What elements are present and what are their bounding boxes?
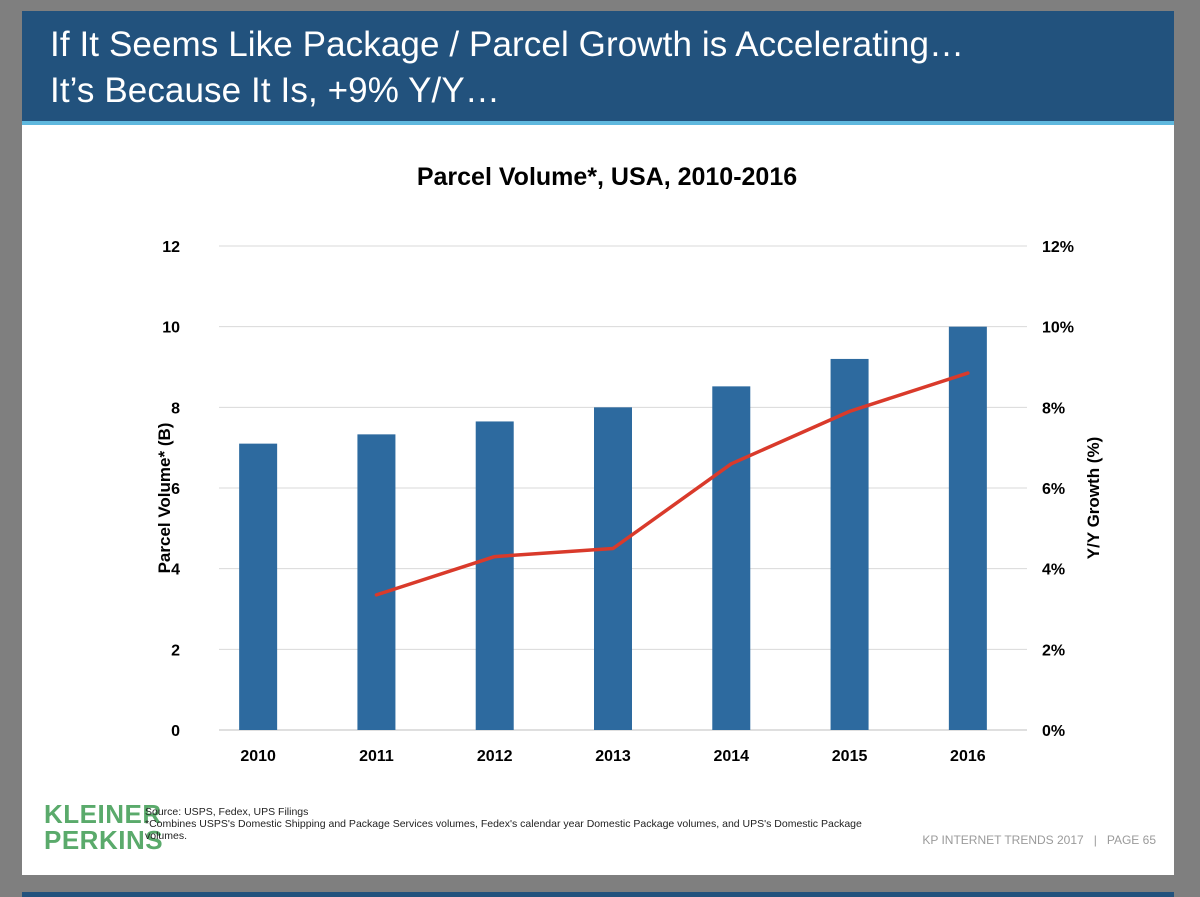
parcel-volume-chart: Parcel Volume*, USA, 2010-2016 0 2 4 6 8 10 12… — [155, 163, 1103, 765]
bar-2015 — [830, 358, 869, 730]
y2-tick-label: 8% — [1042, 400, 1065, 417]
y2-tick-label: 0% — [1042, 723, 1065, 740]
slide: If It Seems Like Package / Parcel Growth… — [22, 11, 1174, 875]
title-bar: If It Seems Like Package / Parcel Growth… — [22, 11, 1174, 125]
y-tick-label: 4 — [171, 562, 180, 579]
y-tick-label: 12 — [162, 239, 180, 256]
bars — [239, 326, 987, 730]
right-axis-ticks: 0% 2% 4% 6% 8% 10% 12% — [1042, 239, 1074, 740]
y-tick-label: 10 — [162, 320, 180, 337]
kleiner-perkins-logo: KLEINER PERKINS — [44, 801, 163, 853]
y-tick-label: 0 — [171, 723, 180, 740]
footer: KP INTERNET TRENDS 2017 | PAGE 65 — [922, 833, 1156, 847]
growth-line — [374, 371, 970, 597]
footer-page: PAGE 65 — [1106, 833, 1156, 847]
growth-point — [729, 462, 733, 466]
growth-point — [848, 409, 852, 413]
bar-2016 — [948, 326, 987, 730]
left-axis-ticks: 0 2 4 6 8 10 12 — [162, 239, 180, 740]
y-tick-label: 6 — [171, 481, 180, 498]
y2-tick-label: 4% — [1042, 562, 1065, 579]
x-axis-ticks: 2010 2011 2012 2013 2014 2015 2016 — [240, 748, 985, 765]
x-tick-label: 2016 — [950, 748, 986, 765]
slide-title-line-2: It’s Because It Is, +9% Y/Y… — [50, 71, 500, 110]
source-line-2: *Combines USPS's Domestic Shipping and P… — [145, 818, 862, 842]
bar-2014 — [712, 386, 751, 730]
x-tick-label: 2010 — [240, 748, 276, 765]
y-axis-label: Parcel Volume* (B) — [155, 423, 174, 574]
footer-separator: | — [1093, 833, 1097, 847]
bar-2010 — [239, 443, 278, 730]
source-note: Source: USPS, Fedex, UPS Filings *Combin… — [145, 806, 885, 842]
y2-tick-label: 6% — [1042, 481, 1065, 498]
y2-tick-label: 12% — [1042, 239, 1074, 256]
bar-2013 — [594, 407, 632, 730]
growth-point — [966, 371, 970, 375]
chart-title: Parcel Volume*, USA, 2010-2016 — [417, 163, 797, 191]
x-tick-label: 2015 — [832, 748, 868, 765]
growth-line-layer — [374, 371, 970, 597]
y2-tick-label: 10% — [1042, 320, 1074, 337]
x-tick-label: 2012 — [477, 748, 513, 765]
logo-line-1: KLEINER — [44, 799, 162, 829]
y2-axis-label: Y/Y Growth (%) — [1084, 437, 1103, 559]
growth-point — [374, 593, 378, 597]
x-tick-label: 2013 — [595, 748, 631, 765]
y-tick-label: 2 — [171, 642, 180, 659]
bar-2011 — [357, 434, 396, 730]
y-tick-label: 8 — [171, 400, 180, 417]
source-line-1: Source: USPS, Fedex, UPS Filings — [145, 806, 309, 818]
x-tick-label: 2011 — [359, 748, 394, 765]
logo-line-2: PERKINS — [44, 825, 164, 855]
growth-point — [611, 547, 615, 550]
footer-text: KP INTERNET TRENDS 2017 — [922, 833, 1084, 847]
growth-point — [493, 555, 497, 559]
y2-tick-label: 2% — [1042, 642, 1065, 659]
bottom-bar — [22, 892, 1174, 897]
x-tick-label: 2014 — [713, 748, 749, 765]
bar-2012 — [475, 421, 514, 730]
slide-title-line-1: If It Seems Like Package / Parcel Growth… — [50, 25, 965, 64]
